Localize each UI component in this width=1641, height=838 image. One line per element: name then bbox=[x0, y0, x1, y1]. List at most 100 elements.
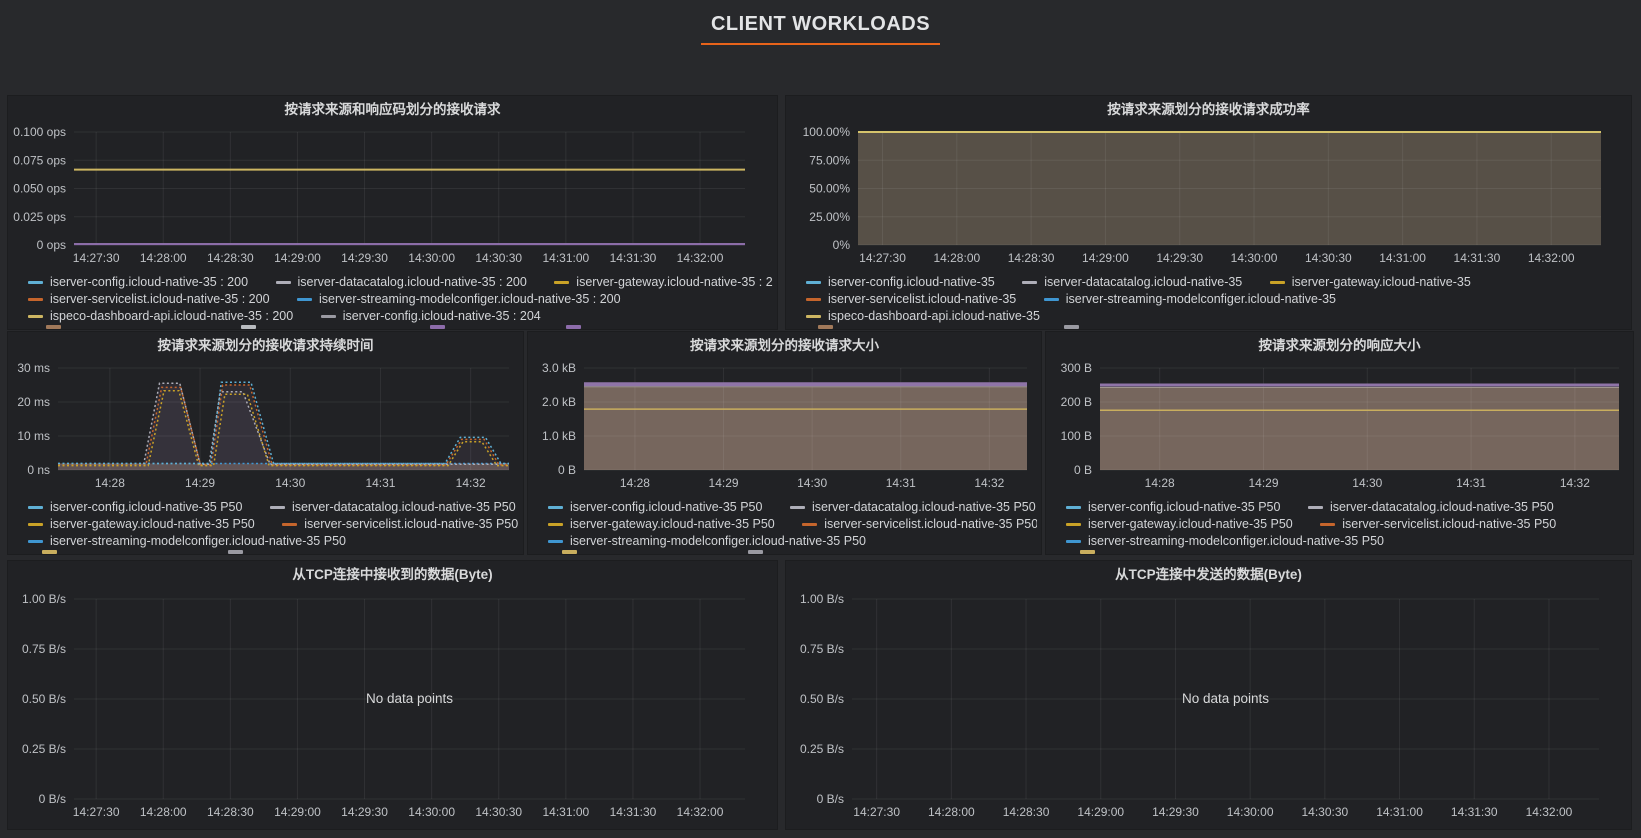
x-axis-tick-label: 14:31 bbox=[886, 476, 916, 490]
x-axis-tick-label: 14:29:00 bbox=[274, 251, 321, 265]
legend-item[interactable]: iserver-servicelist.icloud-native-35 P50 bbox=[282, 516, 518, 531]
panel-title[interactable]: 按请求来源和响应码划分的接收请求 bbox=[8, 96, 777, 122]
legend-item[interactable]: iserver-datacatalog.icloud-native-35 : 2… bbox=[276, 274, 527, 289]
legend-item[interactable]: ispeco-dashboard-api.icloud-native-35 bbox=[806, 308, 1040, 323]
legend-row: iserver-gateway.icloud-native-35 P50 ise… bbox=[1066, 514, 1629, 531]
legend-item[interactable]: iserver-config.icloud-native-35 P50 bbox=[548, 499, 762, 514]
clipped-series-marker bbox=[46, 325, 61, 329]
x-axis-tick-label: 14:28:30 bbox=[1008, 251, 1055, 265]
legend-item[interactable]: iserver-streaming-modelconfiger.icloud-n… bbox=[548, 533, 866, 548]
y-axis-tick-label: 0 B/s bbox=[39, 792, 66, 806]
series-marker bbox=[28, 523, 43, 526]
legend-item[interactable]: iserver-gateway.icloud-native-35 P50 bbox=[1066, 516, 1293, 531]
legend-item[interactable]: iserver-servicelist.icloud-native-35 bbox=[806, 291, 1016, 306]
legend-label: iserver-config.icloud-native-35 bbox=[828, 274, 995, 289]
legend-item[interactable]: iserver-servicelist.icloud-native-35 P50 bbox=[802, 516, 1037, 531]
legend-item[interactable]: iserver-config.icloud-native-35 P50 bbox=[1066, 499, 1280, 514]
series-marker bbox=[806, 315, 821, 318]
legend-item[interactable]: iserver-gateway.icloud-native-35 P50 bbox=[28, 516, 255, 531]
legend-item[interactable]: iserver-streaming-modelconfiger.icloud-n… bbox=[1044, 291, 1336, 306]
legend-label: iserver-config.icloud-native-35 P50 bbox=[1088, 499, 1280, 514]
panel-received-requests-by-source-and-code: 按请求来源和响应码划分的接收请求 0.100 ops0.075 ops0.050… bbox=[8, 96, 777, 329]
panel-row-1: 按请求来源和响应码划分的接收请求 0.100 ops0.075 ops0.050… bbox=[8, 96, 1633, 329]
x-axis-tick-label: 14:31:30 bbox=[610, 251, 657, 265]
legend-row: iserver-config.icloud-native-35 P50 iser… bbox=[548, 497, 1037, 514]
y-axis-tick-label: 25.00% bbox=[809, 210, 850, 224]
panel-row-3: 从TCP连接中接收到的数据(Byte) 1.00 B/s0.75 B/s0.50… bbox=[8, 561, 1633, 829]
chart-received-request-duration[interactable]: 30 ms20 ms10 ms0 ns14:2814:2914:3014:311… bbox=[8, 358, 523, 496]
y-axis-tick-label: 200 B bbox=[1061, 395, 1092, 409]
clipped-series-marker bbox=[562, 550, 577, 554]
x-axis-tick-label: 14:29:30 bbox=[341, 805, 388, 819]
y-axis-tick-label: 0.075 ops bbox=[13, 153, 66, 167]
series-area bbox=[58, 385, 509, 470]
legend-item[interactable]: ispeco-dashboard-api.icloud-native-35 : … bbox=[28, 308, 293, 323]
legend-item[interactable]: iserver-datacatalog.icloud-native-35 P50 bbox=[1308, 499, 1554, 514]
legend-item[interactable]: iserver-streaming-modelconfiger.icloud-n… bbox=[297, 291, 621, 306]
legend-item[interactable]: iserver-config.icloud-native-35 : 200 bbox=[28, 274, 248, 289]
legend-item[interactable]: iserver-datacatalog.icloud-native-35 P50 bbox=[790, 499, 1036, 514]
legend-label: iserver-config.icloud-native-35 : 200 bbox=[50, 274, 248, 289]
legend-item[interactable]: iserver-config.icloud-native-35 bbox=[806, 274, 995, 289]
series-fills bbox=[1100, 387, 1619, 470]
series-marker bbox=[28, 281, 43, 284]
chart-tcp-data-received[interactable]: 1.00 B/s0.75 B/s0.50 B/s0.25 B/s0 B/s14:… bbox=[8, 587, 777, 829]
series-marker bbox=[1066, 523, 1081, 526]
legend-item[interactable]: iserver-gateway.icloud-native-35 : 200 bbox=[554, 274, 773, 289]
legend-item[interactable]: iserver-gateway.icloud-native-35 P50 bbox=[548, 516, 775, 531]
legend-item[interactable]: iserver-servicelist.icloud-native-35 P50 bbox=[1320, 516, 1556, 531]
clipped-series-marker bbox=[748, 550, 763, 554]
x-axis-tick-label: 14:32:00 bbox=[1528, 251, 1575, 265]
x-axis-tick-label: 14:30:00 bbox=[1227, 805, 1274, 819]
series-marker bbox=[554, 281, 569, 284]
y-axis-tick-label: 100 B bbox=[1061, 429, 1092, 443]
series-marker bbox=[282, 523, 297, 526]
panel-title[interactable]: 从TCP连接中发送的数据(Byte) bbox=[786, 561, 1631, 587]
legend-item[interactable]: iserver-gateway.icloud-native-35 bbox=[1270, 274, 1471, 289]
x-axis-tick-label: 14:28 bbox=[1145, 476, 1175, 490]
chart-tcp-data-sent[interactable]: 1.00 B/s0.75 B/s0.50 B/s0.25 B/s0 B/s14:… bbox=[786, 587, 1631, 829]
legend-item[interactable]: iserver-datacatalog.icloud-native-35 P50 bbox=[270, 499, 516, 514]
legend-item[interactable]: iserver-streaming-modelconfiger.icloud-n… bbox=[1066, 533, 1384, 548]
panel-title[interactable]: 按请求来源划分的接收请求成功率 bbox=[786, 96, 1631, 122]
series-area bbox=[58, 383, 509, 470]
x-axis-tick-label: 14:28 bbox=[95, 476, 125, 490]
x-axis-tick-label: 14:29 bbox=[1248, 476, 1278, 490]
chart-response-size[interactable]: 300 B200 B100 B0 B14:2814:2914:3014:3114… bbox=[1046, 358, 1633, 496]
legend-item[interactable]: iserver-config.icloud-native-35 P50 bbox=[28, 499, 242, 514]
series-marker bbox=[806, 281, 821, 284]
x-axis-tick-label: 14:31:00 bbox=[1376, 805, 1423, 819]
x-axis-tick-label: 14:32:00 bbox=[677, 251, 724, 265]
legend-item[interactable]: iserver-config.icloud-native-35 : 204 bbox=[321, 308, 541, 323]
panel-received-request-size: 按请求来源划分的接收请求大小 3.0 kB2.0 kB1.0 kB0 B14:2… bbox=[528, 332, 1041, 554]
legend-item[interactable]: iserver-streaming-modelconfiger.icloud-n… bbox=[28, 533, 346, 548]
y-axis-tick-label: 0.75 B/s bbox=[800, 642, 844, 656]
y-axis-tick-label: 0.25 B/s bbox=[22, 742, 66, 756]
y-axis-tick-label: 2.0 kB bbox=[542, 395, 576, 409]
legend: iserver-config.icloud-native-35 : 200 is… bbox=[8, 271, 777, 329]
legend-item[interactable]: iserver-datacatalog.icloud-native-35 bbox=[1022, 274, 1242, 289]
chart-canvas: 1.00 B/s0.75 B/s0.50 B/s0.25 B/s0 B/s14:… bbox=[8, 587, 777, 829]
chart-received-request-size[interactable]: 3.0 kB2.0 kB1.0 kB0 B14:2814:2914:3014:3… bbox=[528, 358, 1041, 496]
legend-row: iserver-streaming-modelconfiger.icloud-n… bbox=[1066, 531, 1629, 548]
y-axis-tick-label: 0.25 B/s bbox=[800, 742, 844, 756]
legend-item[interactable]: iserver-servicelist.icloud-native-35 : 2… bbox=[28, 291, 270, 306]
series-marker bbox=[1066, 506, 1081, 509]
series-lines bbox=[58, 382, 509, 465]
series-marker bbox=[790, 506, 805, 509]
panel-tcp-data-received: 从TCP连接中接收到的数据(Byte) 1.00 B/s0.75 B/s0.50… bbox=[8, 561, 777, 829]
series-line bbox=[58, 382, 509, 463]
x-axis-tick-label: 14:29:30 bbox=[1152, 805, 1199, 819]
series-marker bbox=[1270, 281, 1285, 284]
legend-row: ispeco-dashboard-api.icloud-native-35 : … bbox=[28, 306, 773, 323]
panel-title[interactable]: 按请求来源划分的接收请求持续时间 bbox=[8, 332, 523, 358]
chart-received-request-success-rate[interactable]: 100.00%75.00%50.00%25.00%0%14:27:3014:28… bbox=[786, 122, 1631, 271]
panel-title[interactable]: 按请求来源划分的响应大小 bbox=[1046, 332, 1633, 358]
y-axis-tick-label: 1.0 kB bbox=[542, 429, 576, 443]
legend-clipped-row bbox=[806, 323, 1627, 329]
series-fills bbox=[58, 383, 509, 470]
chart-received-requests-by-source-and-code[interactable]: 0.100 ops0.075 ops0.050 ops0.025 ops0 op… bbox=[8, 122, 777, 271]
panel-title[interactable]: 从TCP连接中接收到的数据(Byte) bbox=[8, 561, 777, 587]
panel-title[interactable]: 按请求来源划分的接收请求大小 bbox=[528, 332, 1041, 358]
legend-row: iserver-config.icloud-native-35 P50 iser… bbox=[28, 497, 519, 514]
